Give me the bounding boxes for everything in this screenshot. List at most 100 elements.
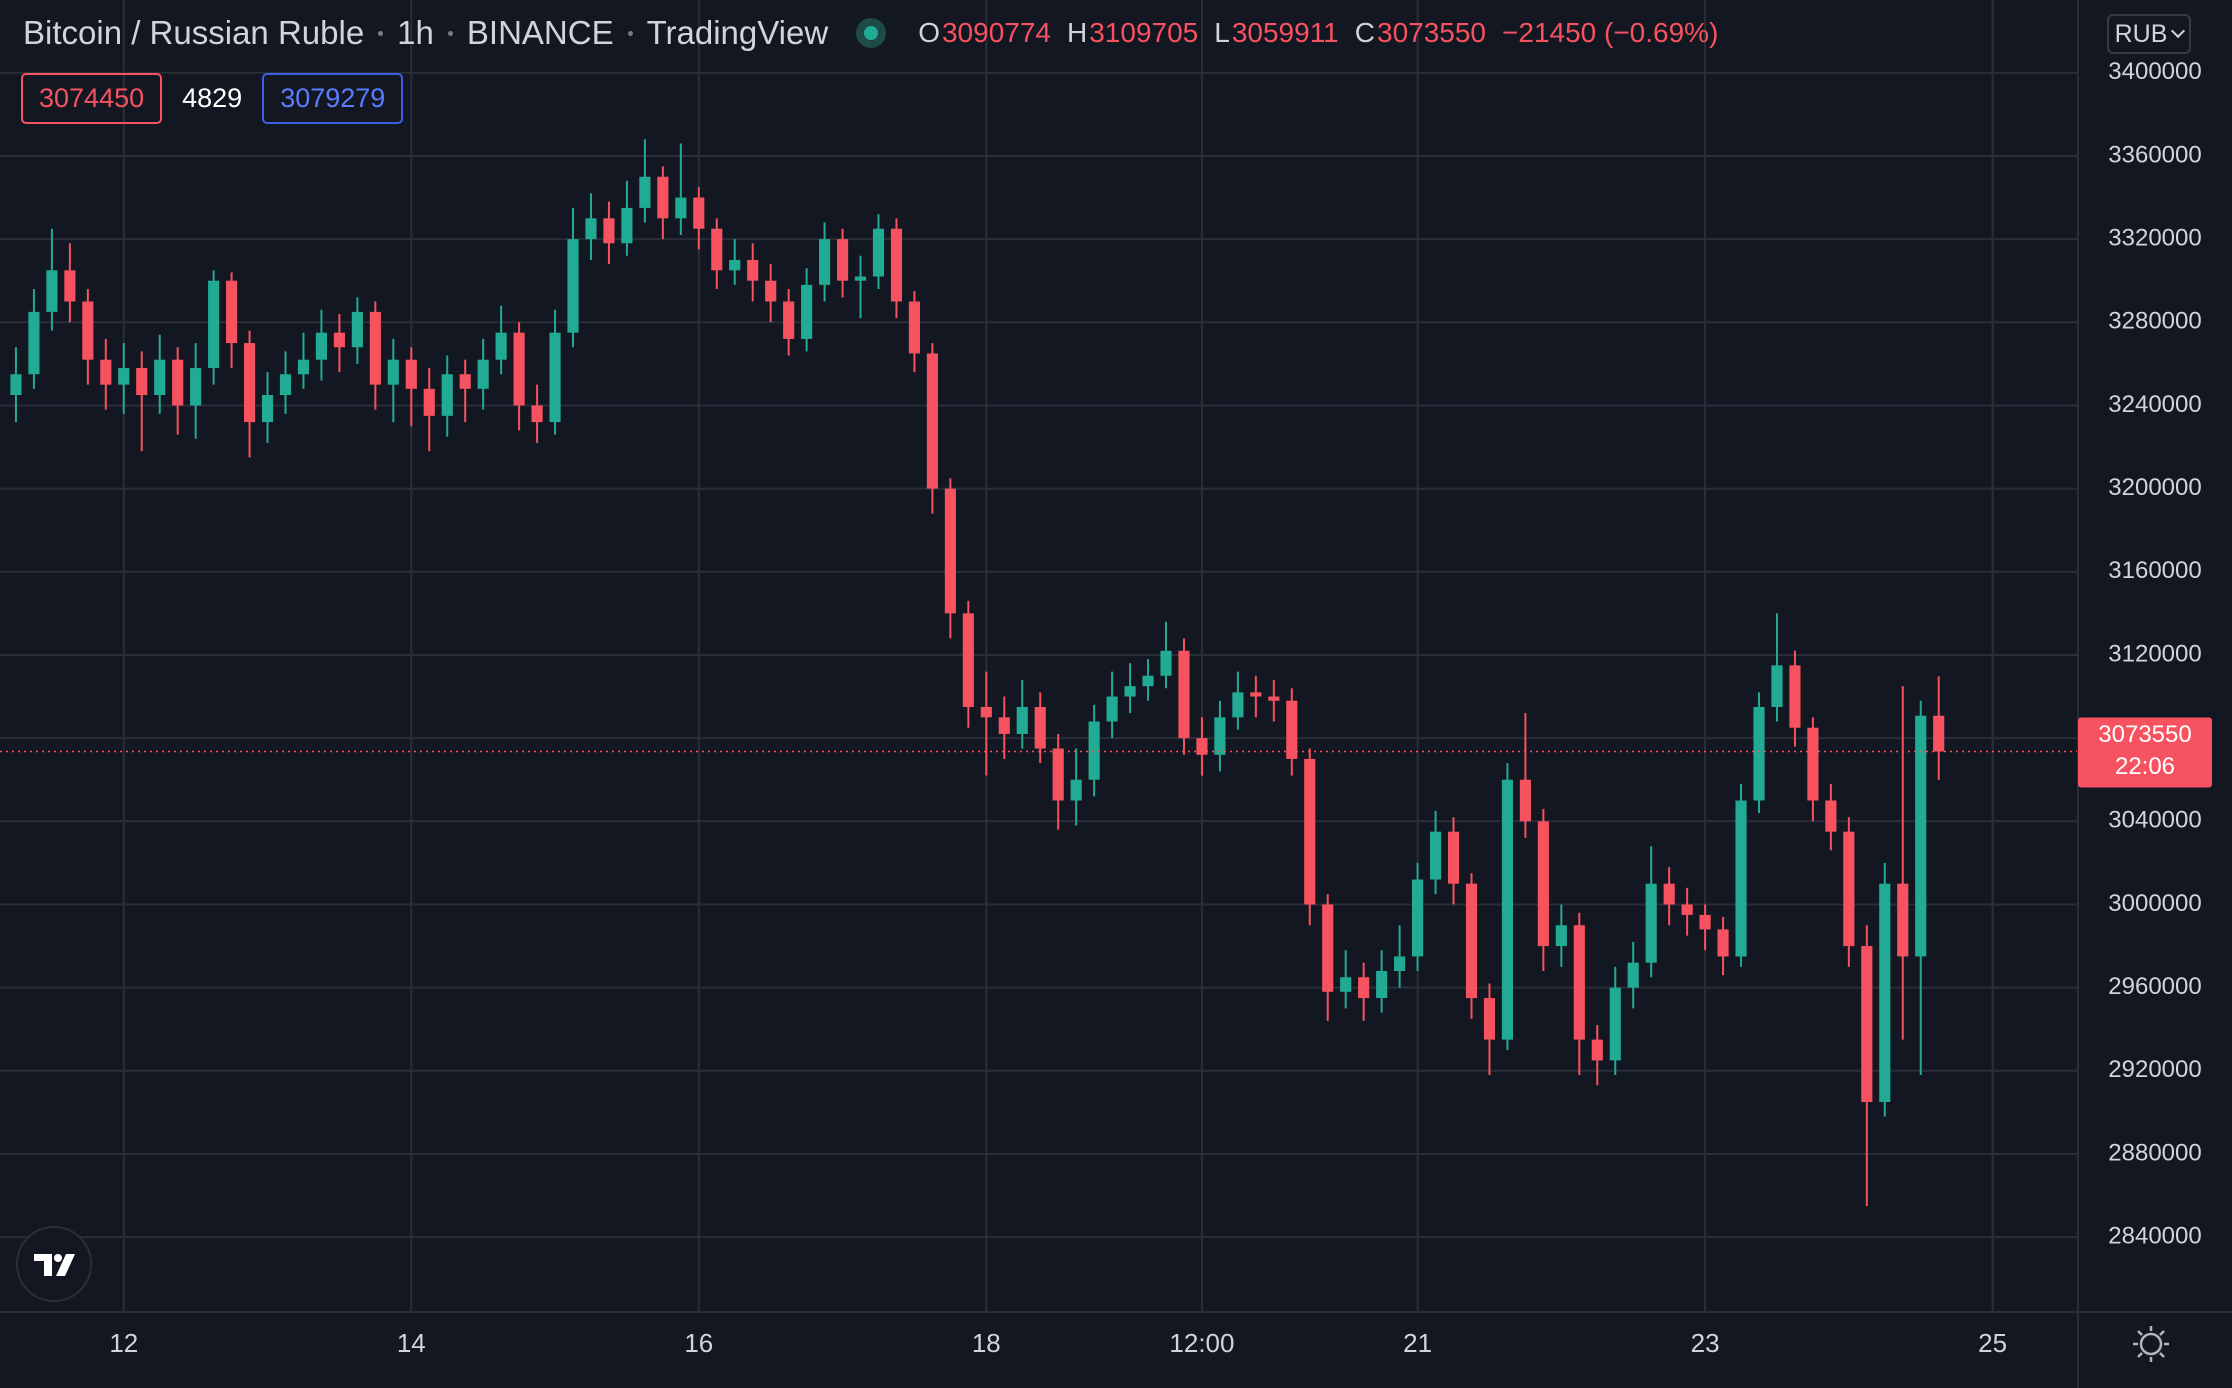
- candle-body: [962, 613, 974, 707]
- candle-body: [1447, 831, 1460, 884]
- candle-body: [980, 706, 992, 718]
- candle-body: [836, 239, 849, 281]
- spread: 4829: [182, 83, 243, 113]
- low-value: 3059911: [1231, 17, 1339, 48]
- candle-body: [351, 311, 363, 348]
- candle-body: [729, 259, 741, 271]
- y-tick-label: 3160000: [2108, 557, 2201, 584]
- candle-body: [118, 368, 130, 385]
- candle-body: [172, 359, 184, 406]
- ohlc-values: O 3090774 H 3109705 L 3059911 C 3073550 −214…: [918, 17, 1718, 49]
- candle-body: [82, 301, 94, 360]
- change: −21450 (−0.69%): [1502, 17, 1719, 48]
- candle-body: [1645, 883, 1657, 963]
- candle-body: [1681, 904, 1693, 915]
- x-tick-label: 14: [397, 1328, 426, 1358]
- x-tick-label: 16: [684, 1328, 713, 1358]
- open-value: 3090774: [941, 17, 1051, 48]
- candle-body: [208, 280, 220, 369]
- candle-body: [549, 332, 561, 423]
- y-tick-label: 3320000: [2108, 224, 2201, 251]
- candle-body: [1052, 748, 1064, 801]
- candle-body: [926, 353, 938, 489]
- candle-body: [261, 395, 274, 423]
- candle-body: [1286, 700, 1298, 759]
- y-tick-label: 3360000: [2108, 141, 2201, 168]
- separator: [378, 30, 384, 36]
- ohlc-letter: L: [1214, 17, 1230, 48]
- candle-body: [1735, 800, 1747, 957]
- candle-body: [890, 228, 903, 302]
- candle-body: [1232, 692, 1244, 718]
- ohlc-letter: C: [1354, 17, 1375, 48]
- candle-body: [1717, 929, 1729, 957]
- candle-body: [1573, 925, 1585, 1040]
- candle-body: [783, 301, 795, 339]
- tradingview-logo[interactable]: [16, 1226, 92, 1302]
- candle-body: [477, 359, 489, 389]
- candle-body: [765, 280, 777, 302]
- close-value: 3073550: [1377, 17, 1487, 48]
- candle-body: [243, 343, 256, 423]
- candle-body: [28, 311, 40, 375]
- candle-body: [1322, 904, 1334, 992]
- candle-body: [100, 359, 112, 385]
- candle-body: [1034, 706, 1046, 749]
- candle-body: [1771, 665, 1783, 707]
- candle-body: [297, 359, 310, 375]
- candle-body: [1070, 779, 1082, 801]
- candle-body: [1609, 987, 1621, 1061]
- candle-body: [693, 197, 705, 229]
- x-tick-label: 18: [972, 1328, 1001, 1358]
- currency: RUB: [2114, 19, 2168, 48]
- candle-body: [333, 332, 345, 348]
- x-tick-label: 25: [1978, 1328, 2007, 1358]
- candle-body: [1627, 962, 1639, 988]
- candle-body: [513, 332, 525, 406]
- x-tick-label: 12:00: [1169, 1328, 1234, 1358]
- candle-body: [711, 228, 723, 271]
- candle-body: [854, 276, 867, 281]
- buy-button[interactable]: 3079279: [262, 73, 404, 124]
- candle-body: [64, 270, 76, 302]
- candle-body: [1358, 977, 1370, 999]
- candle-body: [387, 359, 399, 385]
- high-value: 3109705: [1089, 17, 1199, 48]
- candle-body: [190, 368, 202, 406]
- candle-body: [1268, 696, 1280, 701]
- candle-body: [747, 259, 759, 281]
- candle-body: [1340, 977, 1352, 992]
- candle-body: [405, 359, 417, 389]
- candle-body: [1789, 665, 1801, 728]
- chevron: [2171, 23, 2186, 39]
- candle-body: [1106, 696, 1118, 722]
- last-price-label: 3073550: [2098, 721, 2191, 748]
- market-status: [864, 26, 879, 40]
- candle-body: [1304, 758, 1316, 905]
- candle-body: [136, 368, 148, 396]
- candle-body: [1753, 706, 1765, 801]
- source: TradingView: [646, 14, 829, 51]
- legend-header: Bitcoin / Russian Ruble 1h BINANCE Tradi…: [23, 14, 1718, 52]
- candle-body: [567, 239, 579, 333]
- candle-body: [1591, 1039, 1603, 1061]
- candle-body: [441, 374, 453, 416]
- y-tick-label: 2840000: [2108, 1222, 2201, 1249]
- last-price-label-bg: [2078, 717, 2212, 788]
- y-tick-label: 3240000: [2108, 391, 2201, 418]
- y-tick-label: 3000000: [2108, 890, 2201, 917]
- currency-button[interactable]: RUB: [2107, 14, 2191, 54]
- sell-button[interactable]: 3074450: [21, 73, 163, 124]
- candle-body: [1807, 727, 1819, 801]
- settings-icon[interactable]: [2133, 1326, 2169, 1362]
- candle-body: [1483, 998, 1496, 1040]
- candle-body: [423, 388, 435, 416]
- y-tick-label: 2880000: [2108, 1139, 2201, 1166]
- candle-body: [1394, 956, 1406, 972]
- candle-body: [998, 717, 1010, 734]
- candle-body: [585, 218, 597, 240]
- candle-body: [1412, 879, 1424, 957]
